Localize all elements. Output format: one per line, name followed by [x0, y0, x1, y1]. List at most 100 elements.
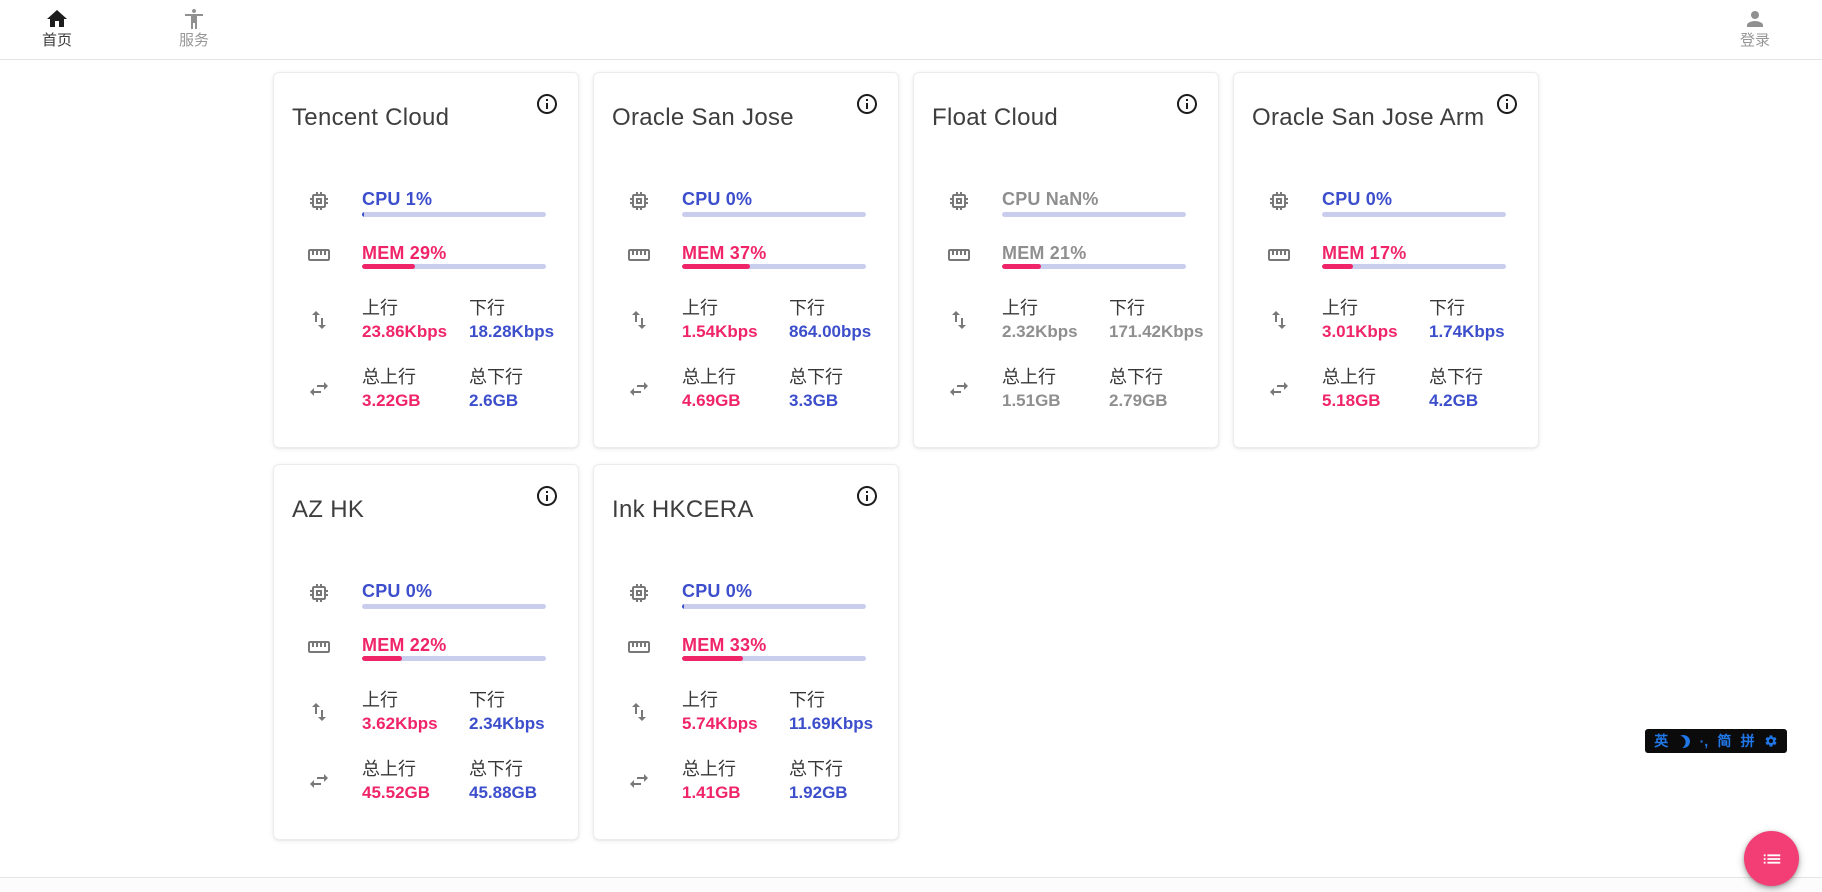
cpu-progress-bar [362, 212, 546, 217]
total-upload-value: 5.18GB [1322, 391, 1381, 410]
upload-label: 上行 [682, 690, 718, 710]
total-upload-value: 45.52GB [362, 783, 431, 802]
server-name: AZ HK [292, 496, 365, 523]
info-button[interactable] [1495, 92, 1519, 116]
upload-label: 上行 [682, 298, 718, 318]
total-download-value: 1.92GB [789, 783, 848, 802]
swap-horiz-icon [307, 377, 331, 401]
swap-horiz-icon [947, 377, 971, 401]
upload-value: 1.54Kbps [682, 322, 758, 341]
total-upload-value: 1.51GB [1002, 391, 1061, 410]
nav-services-label: 服务 [178, 32, 209, 49]
mem-usage-text: MEM 29% [362, 243, 447, 263]
mem-progress-fill [682, 264, 751, 269]
total-upload-label: 总上行 [682, 367, 736, 387]
cpu-chip-icon [627, 581, 651, 605]
cpu-progress-bar [1322, 212, 1506, 217]
total-upload-value: 3.22GB [362, 391, 421, 410]
total-upload-label: 总上行 [682, 759, 736, 779]
cards-grid: Tencent Cloud CPU 1% MEM 29% 上行 23.86Kbp… [273, 72, 1543, 840]
mem-progress-bar [682, 656, 866, 661]
server-list-fab[interactable] [1744, 831, 1799, 886]
total-upload-label: 总上行 [362, 367, 416, 387]
server-name: Oracle San Jose Arm [1252, 104, 1485, 131]
ime-scheme-toggle[interactable]: 拼 [1740, 733, 1755, 749]
cpu-chip-icon [1267, 189, 1291, 213]
ime-punctuation-toggle[interactable]: ·, [1699, 733, 1709, 749]
nav-item-home[interactable]: 首页 [22, 7, 92, 50]
info-icon [857, 94, 877, 114]
download-value: 1.74Kbps [1429, 322, 1505, 341]
mem-progress-fill [362, 656, 403, 661]
ime-language-toggle[interactable]: 英 [1654, 733, 1669, 749]
upload-value: 23.86Kbps [362, 322, 448, 341]
total-download-label: 总下行 [789, 367, 843, 387]
upload-label: 上行 [1002, 298, 1038, 318]
total-download-label: 总下行 [1109, 367, 1163, 387]
cpu-usage-text: CPU 0% [1322, 189, 1393, 209]
swap-horiz-icon [627, 769, 651, 793]
memory-ruler-icon [307, 635, 331, 659]
info-icon [857, 486, 877, 506]
download-label: 下行 [469, 298, 505, 318]
swap-horiz-icon [307, 769, 331, 793]
server-card: Oracle San Jose CPU 0% MEM 37% 上行 1.54Kb… [593, 72, 899, 448]
ime-toolbar: 英 ·, 简 拼 [1645, 729, 1787, 753]
total-download-value: 45.88GB [469, 783, 538, 802]
total-download-label: 总下行 [469, 367, 523, 387]
server-name: Oracle San Jose [612, 104, 794, 131]
mem-usage-text: MEM 22% [362, 635, 447, 655]
mem-progress-fill [682, 656, 743, 661]
gear-icon[interactable] [1764, 734, 1778, 748]
download-value: 864.00bps [789, 322, 872, 341]
top-navbar: 首页 服务 登录 [0, 0, 1822, 60]
cpu-usage-text: CPU NaN% [1002, 189, 1099, 209]
total-upload-label: 总上行 [1002, 367, 1056, 387]
info-button[interactable] [855, 484, 879, 508]
cpu-progress-bar [362, 604, 546, 609]
swap-vert-icon [307, 308, 331, 332]
server-name: Tencent Cloud [292, 104, 450, 131]
info-button[interactable] [855, 92, 879, 116]
services-icon [185, 9, 203, 29]
cpu-progress-bar [682, 212, 866, 217]
total-download-label: 总下行 [789, 759, 843, 779]
mem-progress-bar [1002, 264, 1186, 269]
nav-item-login[interactable]: 登录 [1720, 7, 1790, 50]
info-icon [1177, 94, 1197, 114]
mem-progress-bar [682, 264, 866, 269]
total-download-value: 4.2GB [1429, 391, 1479, 410]
download-label: 下行 [789, 298, 825, 318]
cpu-chip-icon [627, 189, 651, 213]
mem-progress-fill [1002, 264, 1041, 269]
cpu-progress-fill [682, 604, 684, 609]
info-button[interactable] [535, 484, 559, 508]
mem-progress-fill [362, 264, 416, 269]
cpu-usage-text: CPU 0% [362, 581, 433, 601]
moon-icon[interactable] [1676, 733, 1692, 749]
info-button[interactable] [1175, 92, 1199, 116]
server-card: AZ HK CPU 0% MEM 22% 上行 3.62Kbps 下行 2.34… [273, 464, 579, 840]
server-card: Oracle San Jose Arm CPU 0% MEM 17% 上行 3.… [1233, 72, 1539, 448]
download-label: 下行 [1109, 298, 1145, 318]
upload-label: 上行 [1322, 298, 1358, 318]
mem-progress-fill [1322, 264, 1354, 269]
ime-charset-toggle[interactable]: 简 [1717, 733, 1732, 749]
nav-login-label: 登录 [1739, 32, 1770, 49]
total-download-value: 2.6GB [469, 391, 519, 410]
list-icon [1763, 853, 1780, 864]
cpu-chip-icon [307, 189, 331, 213]
server-card: Ink HKCERA CPU 0% MEM 33% 上行 5.74Kbps 下行… [593, 464, 899, 840]
nav-item-services[interactable]: 服务 [159, 7, 229, 50]
total-upload-value: 1.41GB [682, 783, 741, 802]
mem-progress-bar [362, 656, 546, 661]
mem-progress-bar [1322, 264, 1506, 269]
download-label: 下行 [469, 690, 505, 710]
cpu-progress-bar [1002, 212, 1186, 217]
server-card: Float Cloud CPU NaN% MEM 21% 上行 2.32Kbps… [913, 72, 1219, 448]
total-download-value: 2.79GB [1109, 391, 1168, 410]
mem-progress-bar [362, 264, 546, 269]
swap-vert-icon [627, 308, 651, 332]
download-value: 2.34Kbps [469, 714, 545, 733]
info-button[interactable] [535, 92, 559, 116]
